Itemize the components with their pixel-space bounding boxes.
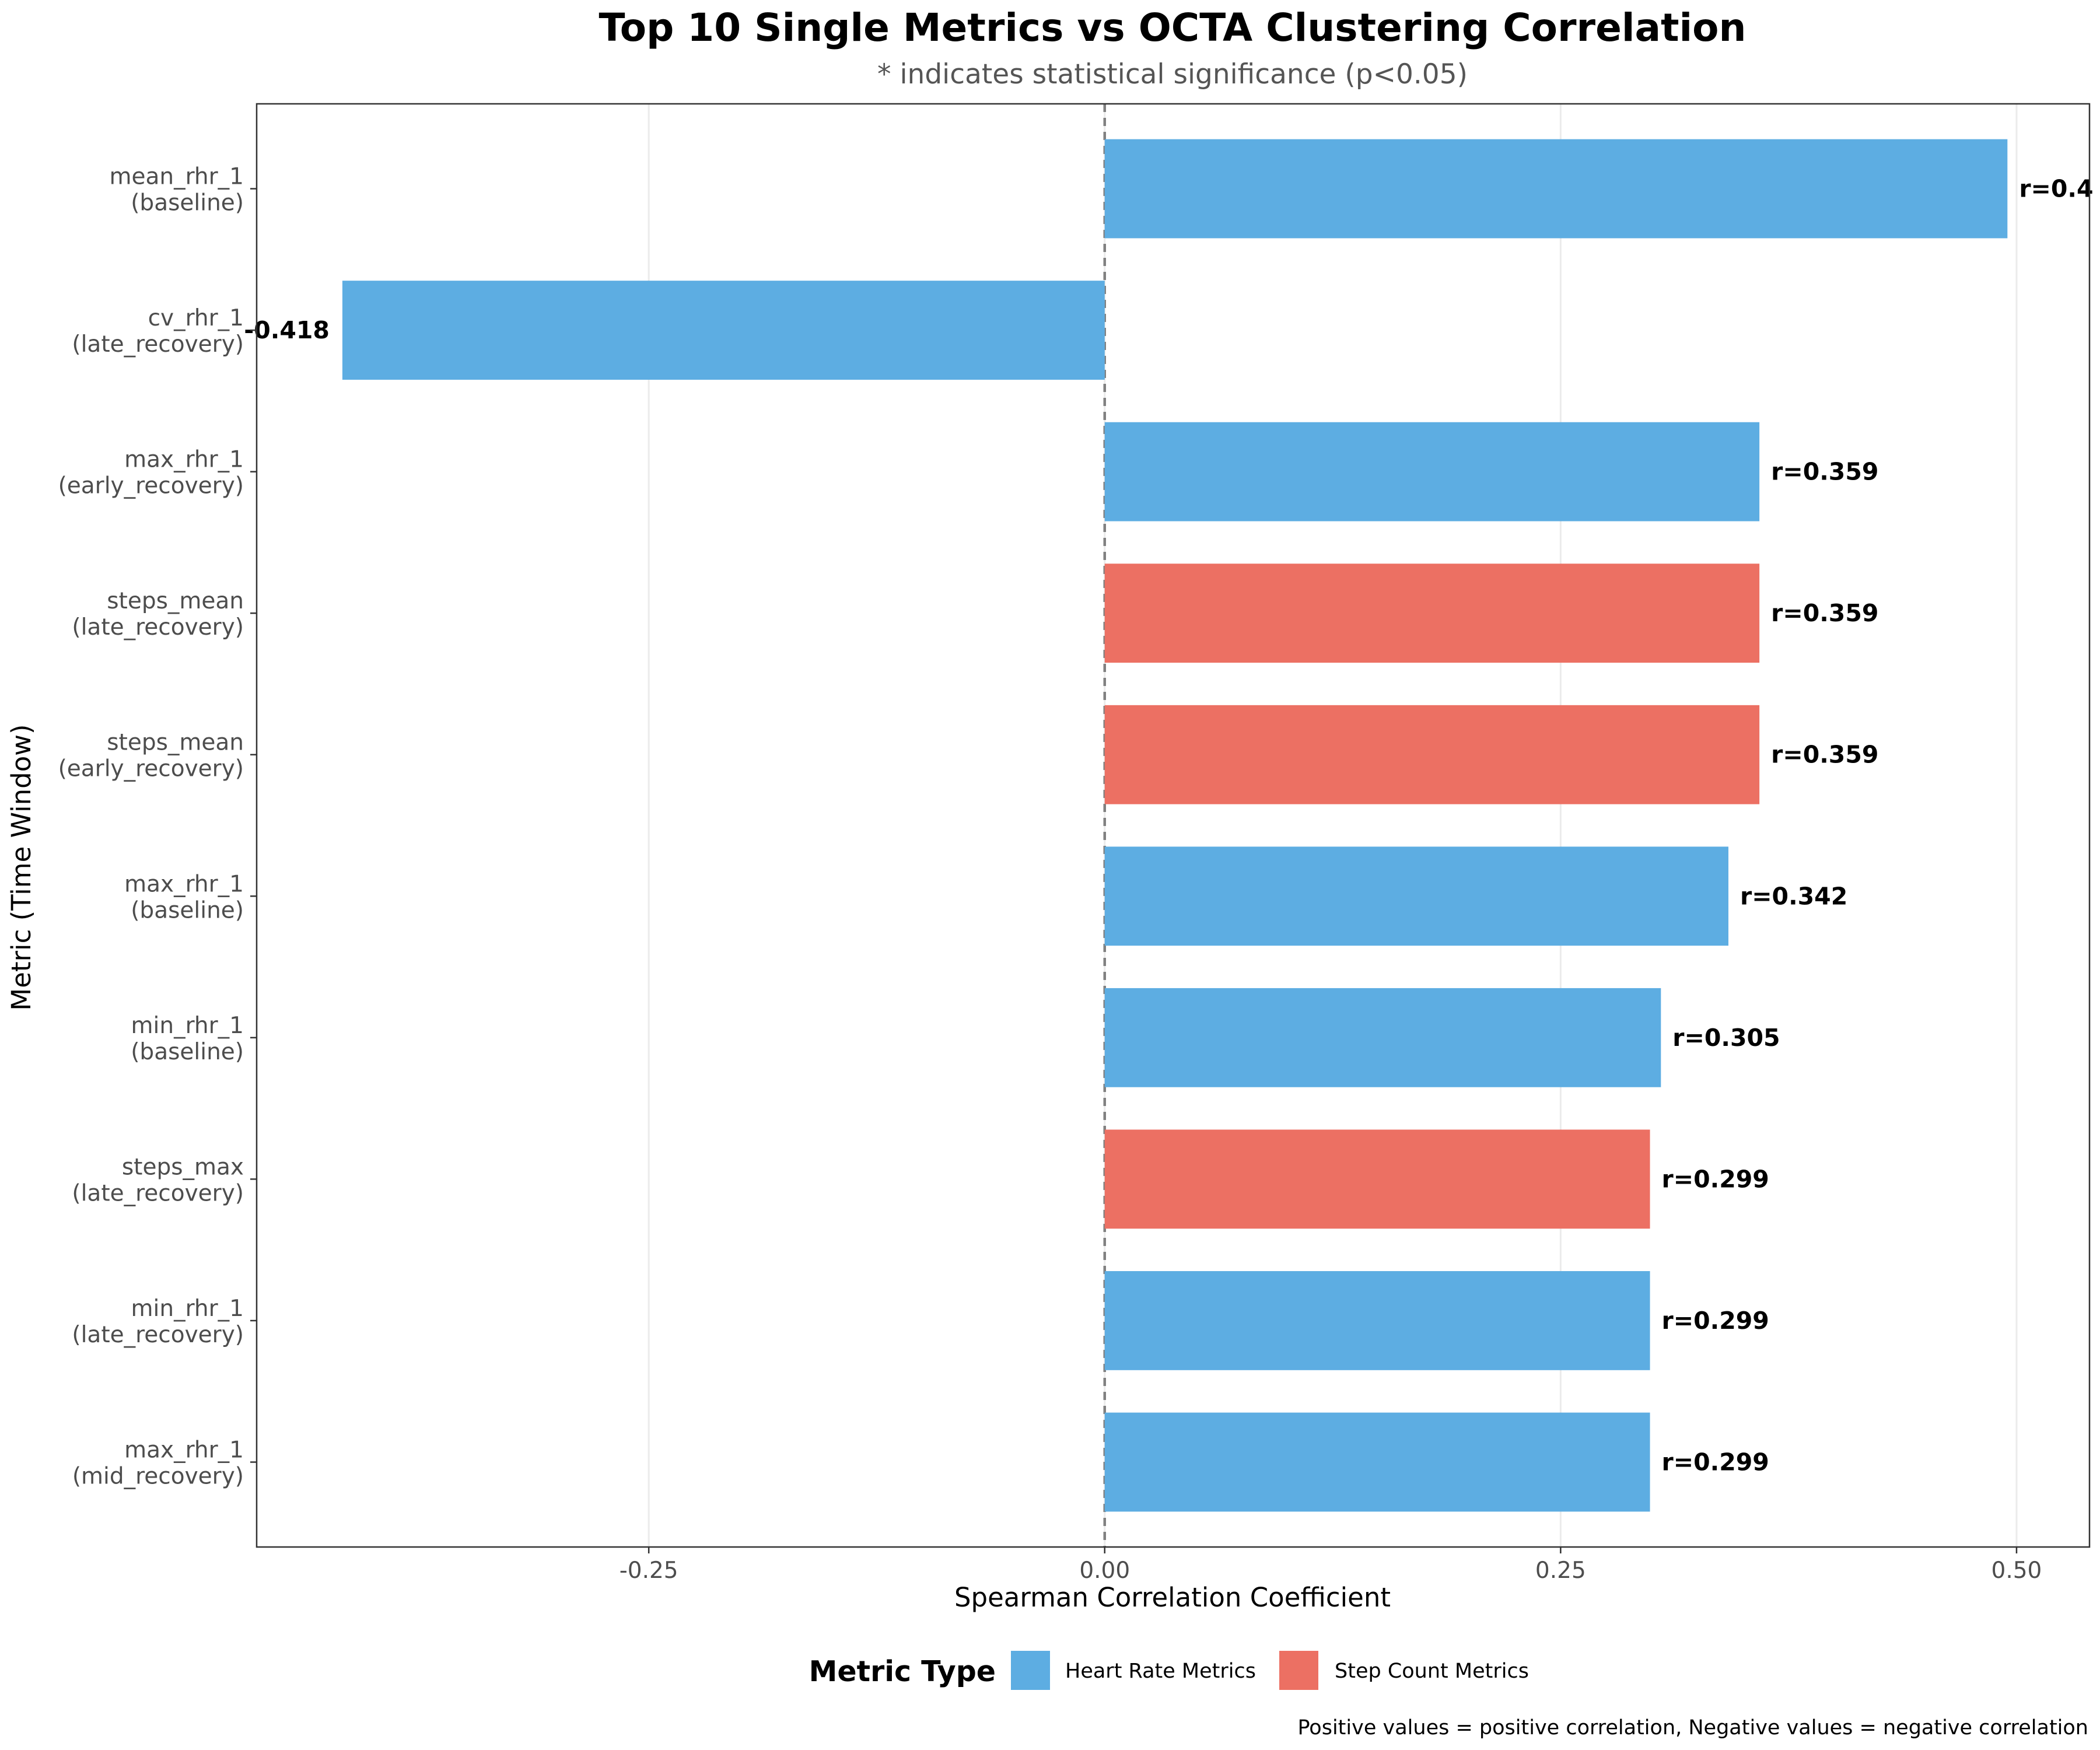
bar-label: r=0.299	[1662, 1448, 1769, 1476]
bar	[1104, 988, 1661, 1087]
chart-subtitle: * indicates statistical significance (p<…	[877, 58, 1468, 90]
x-tick-label: 0.50	[1992, 1558, 2042, 1584]
bar	[1104, 422, 1760, 522]
y-tick-label-metric: steps_mean	[107, 730, 244, 756]
bars	[342, 139, 2008, 1512]
legend-swatch-heart-rate	[1011, 1651, 1050, 1690]
y-tick-label-metric: min_rhr_1	[131, 1296, 244, 1322]
y-tick-label-window: (early_recovery)	[58, 473, 244, 499]
y-tick-label-window: (late_recovery)	[72, 331, 244, 358]
bar	[1104, 139, 2008, 239]
bar	[1104, 564, 1760, 663]
legend: Metric Type Heart Rate Metrics Step Coun…	[809, 1651, 1529, 1690]
bar-label: -0.418	[244, 316, 330, 344]
bar-label: r=0.359	[1771, 741, 1878, 769]
bar-labels: r=0.4 -0.418 r=0.359 r=0.359 r=0.359 r=0.342 r…	[244, 175, 2093, 1476]
legend-title: Metric Type	[809, 1655, 996, 1688]
bar-label: r=0.299	[1662, 1165, 1769, 1193]
bar	[1104, 705, 1760, 804]
y-tick-label-window: (baseline)	[131, 1039, 244, 1065]
y-axis-title: Metric (Time Window)	[6, 724, 37, 1010]
bar-label: r=0.299	[1662, 1307, 1769, 1335]
x-tick-label: 0.25	[1535, 1558, 1586, 1584]
y-tick-label-window: (late_recovery)	[72, 1180, 244, 1206]
bar	[1104, 1271, 1650, 1370]
y-tick-label-window: (early_recovery)	[58, 756, 244, 782]
bar-label: r=0.4	[2019, 175, 2093, 203]
bar-label: r=0.342	[1740, 882, 1847, 910]
y-tick-label-window: (late_recovery)	[72, 614, 244, 640]
y-axis-ticks: mean_rhr_1(baseline)cv_rhr_1(late_recove…	[58, 164, 257, 1489]
bar-label: r=0.305	[1672, 1024, 1780, 1052]
bar	[1104, 846, 1728, 946]
y-tick-label-window: (late_recovery)	[72, 1322, 244, 1348]
plot-panel-border	[256, 103, 2091, 1548]
y-tick-label-metric: max_rhr_1	[124, 871, 244, 897]
x-axis-title: Spearman Correlation Coefficient	[954, 1582, 1391, 1613]
y-tick-label-metric: mean_rhr_1	[109, 164, 244, 190]
y-tick-label-metric: min_rhr_1	[131, 1013, 244, 1039]
chart-caption: Positive values = positive correlation, …	[1297, 1716, 2088, 1740]
bar-label: r=0.359	[1771, 458, 1878, 486]
bar	[1104, 1129, 1650, 1229]
y-tick-label-metric: max_rhr_1	[124, 1437, 244, 1463]
legend-swatch-step-count	[1279, 1651, 1318, 1690]
y-tick-label-metric: cv_rhr_1	[148, 305, 244, 331]
y-tick-label-window: (mid_recovery)	[72, 1463, 244, 1489]
bar	[1104, 1412, 1650, 1512]
x-tick-label: 0.00	[1079, 1558, 1130, 1584]
legend-label-step-count: Step Count Metrics	[1335, 1660, 1529, 1683]
y-tick-label-metric: max_rhr_1	[124, 447, 244, 473]
y-tick-label-metric: steps_mean	[107, 588, 244, 614]
bar	[342, 281, 1105, 380]
chart-title: Top 10 Single Metrics vs OCTA Clustering…	[598, 5, 1746, 50]
bar-label: r=0.359	[1771, 599, 1878, 627]
x-tick-label: -0.25	[620, 1558, 678, 1584]
x-axis-ticks: -0.25 0.00 0.25 0.50	[620, 1547, 2042, 1584]
y-tick-label-metric: steps_max	[122, 1154, 244, 1180]
legend-label-heart-rate: Heart Rate Metrics	[1065, 1660, 1256, 1683]
y-tick-label-window: (baseline)	[131, 897, 244, 923]
y-tick-label-window: (baseline)	[131, 190, 244, 216]
